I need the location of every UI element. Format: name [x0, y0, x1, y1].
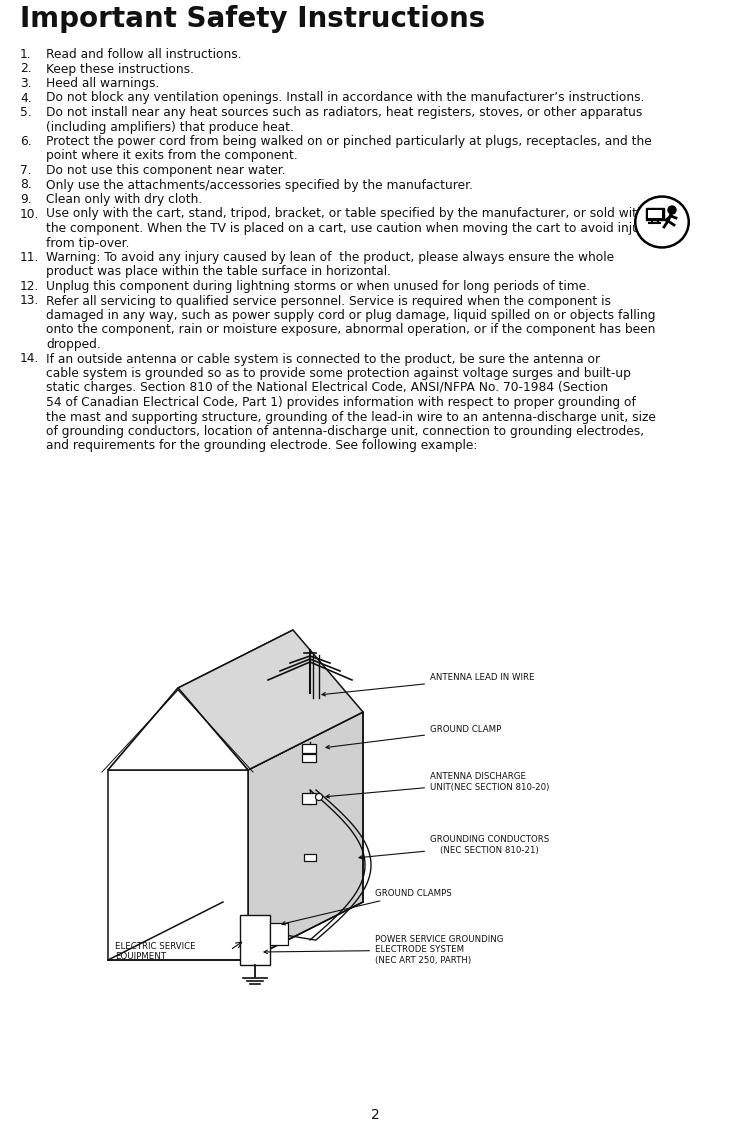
Text: Keep these instructions.: Keep these instructions.: [46, 62, 194, 76]
Text: If an outside antenna or cable system is connected to the product, be sure the a: If an outside antenna or cable system is…: [46, 353, 600, 365]
Text: 4.: 4.: [20, 92, 32, 104]
Polygon shape: [108, 631, 293, 770]
Text: GROUND CLAMPS: GROUND CLAMPS: [282, 889, 452, 925]
Text: Important Safety Instructions: Important Safety Instructions: [20, 5, 485, 33]
Text: 54 of Canadian Electrical Code, Part 1) provides information with respect to pro: 54 of Canadian Electrical Code, Part 1) …: [46, 396, 636, 409]
Text: Use only with the cart, stand, tripod, bracket, or table specified by the manufa: Use only with the cart, stand, tripod, b…: [46, 208, 645, 220]
Text: 5.: 5.: [20, 105, 32, 119]
Text: the mast and supporting structure, grounding of the lead-in wire to an antenna-d: the mast and supporting structure, groun…: [46, 411, 656, 423]
Text: Read and follow all instructions.: Read and follow all instructions.: [46, 48, 242, 61]
Ellipse shape: [638, 198, 687, 245]
Bar: [240, 915, 270, 965]
Text: 10.: 10.: [20, 208, 39, 220]
Text: GROUND CLAMP: GROUND CLAMP: [326, 726, 501, 748]
Text: 8.: 8.: [20, 178, 32, 192]
Bar: [270, 923, 288, 945]
Text: 7.: 7.: [20, 164, 32, 177]
Text: 14.: 14.: [20, 353, 39, 365]
Text: product was place within the table surface in horizontal.: product was place within the table surfa…: [46, 265, 391, 279]
Circle shape: [316, 794, 322, 801]
Text: 13.: 13.: [20, 295, 39, 307]
Text: and requirements for the grounding electrode. See following example:: and requirements for the grounding elect…: [46, 440, 477, 452]
Polygon shape: [108, 688, 248, 770]
Text: Do not install near any heat sources such as radiators, heat registers, stoves, : Do not install near any heat sources suc…: [46, 105, 642, 119]
Text: the component. When the TV is placed on a cart, use caution when moving the cart: the component. When the TV is placed on …: [46, 222, 652, 235]
Bar: [302, 754, 316, 762]
Bar: [302, 793, 316, 804]
Text: 1.: 1.: [20, 48, 32, 61]
Text: ELECTRIC SERVICE
EQUIPMENT: ELECTRIC SERVICE EQUIPMENT: [115, 942, 196, 962]
Polygon shape: [646, 208, 664, 220]
Text: GROUNDING CONDUCTORS
(NEC SECTION 810-21): GROUNDING CONDUCTORS (NEC SECTION 810-21…: [359, 836, 549, 858]
Text: cable system is grounded so as to provide some protection against voltage surges: cable system is grounded so as to provid…: [46, 367, 631, 380]
Polygon shape: [178, 631, 363, 770]
Circle shape: [668, 206, 676, 214]
Text: point where it exits from the component.: point where it exits from the component.: [46, 150, 298, 162]
Text: Refer all servicing to qualified service personnel. Service is required when the: Refer all servicing to qualified service…: [46, 295, 611, 307]
Polygon shape: [248, 712, 363, 960]
Text: 11.: 11.: [20, 251, 39, 264]
Text: dropped.: dropped.: [46, 338, 100, 352]
Text: Warning: To avoid any injury caused by lean of  the product, please always ensur: Warning: To avoid any injury caused by l…: [46, 251, 614, 264]
Text: (including amplifiers) that produce heat.: (including amplifiers) that produce heat…: [46, 120, 294, 134]
Ellipse shape: [634, 196, 689, 248]
Text: 2: 2: [370, 1108, 380, 1122]
Text: 6.: 6.: [20, 135, 32, 149]
Text: Unplug this component during lightning storms or when unused for long periods of: Unplug this component during lightning s…: [46, 280, 590, 293]
Text: Do not block any ventilation openings. Install in accordance with the manufactur: Do not block any ventilation openings. I…: [46, 92, 644, 104]
Text: Clean only with dry cloth.: Clean only with dry cloth.: [46, 193, 203, 206]
Text: damaged in any way, such as power supply cord or plug damage, liquid spilled on : damaged in any way, such as power supply…: [46, 308, 656, 322]
Text: from tip-over.: from tip-over.: [46, 237, 130, 249]
Text: Only use the attachments/accessories specified by the manufacturer.: Only use the attachments/accessories spe…: [46, 178, 473, 192]
Text: of grounding conductors, location of antenna-discharge unit, connection to groun: of grounding conductors, location of ant…: [46, 425, 644, 438]
Polygon shape: [108, 712, 363, 770]
Text: ANTENNA DISCHARGE
UNIT(NEC SECTION 810-20): ANTENNA DISCHARGE UNIT(NEC SECTION 810-2…: [326, 772, 549, 798]
Text: static charges. Section 810 of the National Electrical Code, ANSI/NFPA No. 70-19: static charges. Section 810 of the Natio…: [46, 381, 608, 395]
Polygon shape: [648, 210, 662, 218]
Text: 2.: 2.: [20, 62, 32, 76]
Text: ANTENNA LEAD IN WIRE: ANTENNA LEAD IN WIRE: [322, 674, 535, 696]
Text: 9.: 9.: [20, 193, 32, 206]
Text: POWER SERVICE GROUNDING
ELECTRODE SYSTEM
(NEC ART 250, PARTH): POWER SERVICE GROUNDING ELECTRODE SYSTEM…: [264, 936, 503, 965]
Bar: [302, 744, 316, 753]
Text: Heed all warnings.: Heed all warnings.: [46, 77, 159, 90]
Text: onto the component, rain or moisture exposure, abnormal operation, or if the com: onto the component, rain or moisture exp…: [46, 323, 656, 337]
Text: 12.: 12.: [20, 280, 39, 293]
Text: Do not use this component near water.: Do not use this component near water.: [46, 164, 286, 177]
Text: 3.: 3.: [20, 77, 32, 90]
Polygon shape: [108, 770, 248, 960]
Bar: [304, 854, 316, 861]
Text: Protect the power cord from being walked on or pinched particularly at plugs, re: Protect the power cord from being walked…: [46, 135, 652, 149]
